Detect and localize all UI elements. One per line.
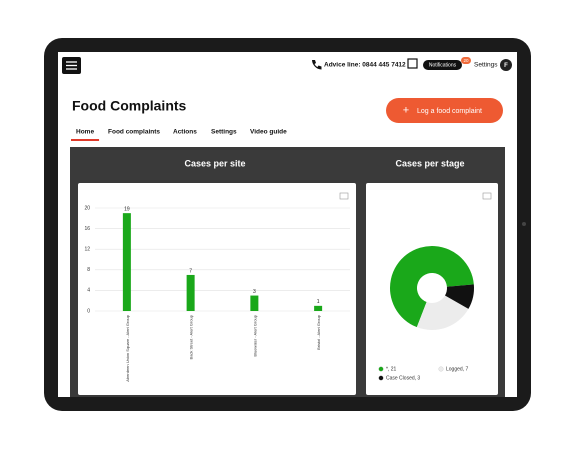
notifications-badge	[461, 57, 471, 64]
site-chart-card	[78, 183, 356, 395]
y-tick-label: 0	[87, 308, 90, 314]
calendar-icon[interactable]	[407, 58, 418, 69]
y-tick-label: 20	[84, 205, 90, 211]
tab[interactable]: Food complaints	[108, 129, 160, 136]
donut-slice	[445, 284, 475, 309]
avatar[interactable]	[500, 59, 512, 71]
legend-swatch	[378, 375, 384, 381]
data-label: 1	[317, 299, 320, 305]
notifications-label: Notifications	[429, 63, 457, 69]
legend-label: Case Closed, 3	[386, 376, 420, 382]
legend-label: Logged, 7	[446, 367, 468, 373]
notifications-button[interactable]	[423, 60, 462, 70]
button-label: Log a food complaint	[417, 108, 482, 115]
data-label: 3	[253, 289, 256, 295]
chart-menu-icon[interactable]	[482, 192, 492, 200]
chart-menu-icon[interactable]	[339, 192, 349, 200]
charts: 0 4 8 12 16 20 19 Aberdeen Union Square - Alert…	[84, 205, 475, 382]
chart-title: Cases per stage	[395, 158, 464, 168]
data-label: 7	[189, 268, 192, 274]
donut-slice	[390, 245, 474, 328]
y-tick-label: 16	[84, 226, 90, 232]
bar	[314, 305, 323, 311]
y-tick-label: 12	[84, 247, 90, 253]
y-tick-label: 4	[87, 288, 90, 294]
phone-icon	[312, 60, 322, 70]
tabs: Home Food complaints Actions Settings Video …	[71, 129, 287, 141]
badge-count: 20	[463, 58, 469, 63]
bar	[186, 274, 195, 311]
x-tick-label: Aberdeen Union Square - Alert Group	[125, 314, 130, 381]
data-label: 19	[124, 206, 130, 212]
tab[interactable]: Home	[76, 129, 94, 136]
log-complaint-button[interactable]	[386, 98, 503, 123]
tab[interactable]: Video guide	[250, 129, 287, 136]
camera	[522, 222, 526, 226]
page-title: Food Complaints	[72, 98, 187, 114]
bar	[122, 213, 131, 311]
legend-swatch	[438, 366, 444, 372]
settings-link[interactable]: Settings	[474, 62, 498, 69]
legend-swatch	[378, 366, 384, 372]
x-tick-label: Bristol - Alert Group	[316, 314, 321, 350]
donut-slice	[416, 295, 469, 330]
advice-line: Advice line: 0844 445 7412	[324, 62, 406, 69]
legend-label: *, 21	[386, 367, 397, 373]
avatar-initial: F	[504, 63, 508, 69]
x-tick-label: Bluewater - Alert Group	[252, 314, 257, 356]
stage-chart-card	[366, 183, 498, 395]
x-tick-label: Back Street - Alert Group	[189, 314, 194, 359]
active-tab-underline	[71, 139, 100, 141]
tab[interactable]: Actions	[173, 129, 197, 136]
bar	[250, 295, 259, 311]
y-tick-label: 8	[87, 267, 90, 273]
plus-icon: +	[403, 104, 409, 116]
tab[interactable]: Settings	[211, 129, 237, 136]
chart-title: Cases per site	[184, 158, 245, 168]
